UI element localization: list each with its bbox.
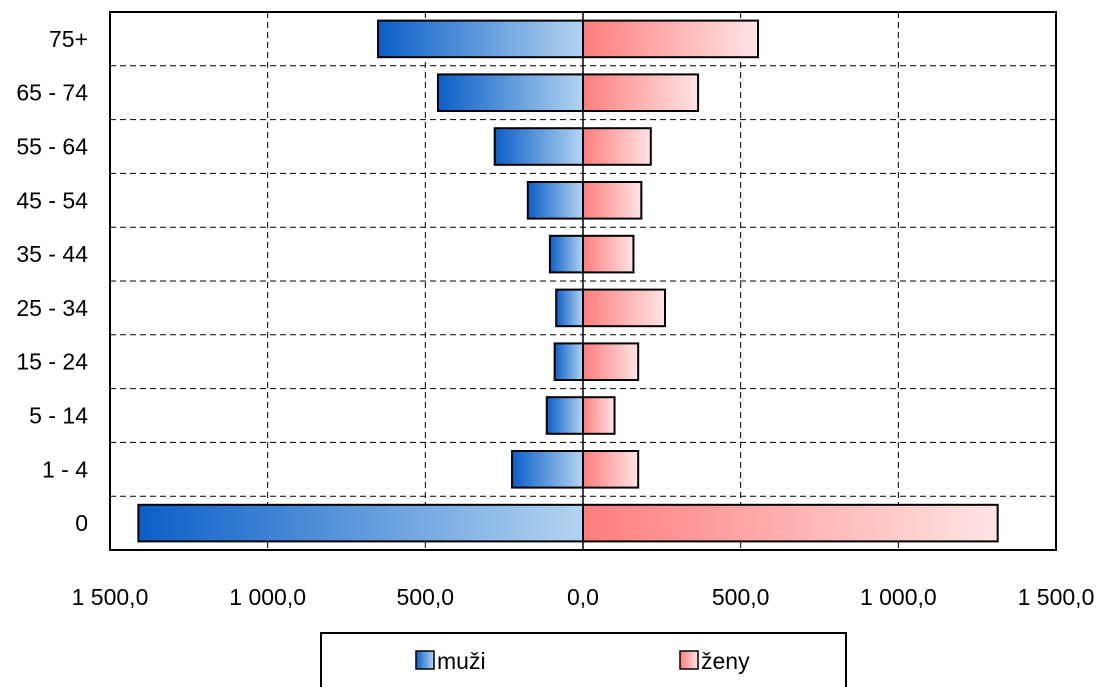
bar-zeny [582, 450, 640, 489]
x-tick-label: 500,0 [397, 584, 455, 610]
bar-muzi [137, 503, 584, 543]
x-tick-label: 1 000,0 [860, 584, 937, 610]
legend: muži ženy [320, 632, 847, 687]
y-tick-label: 1 - 4 [42, 456, 88, 482]
y-tick-label: 0 [75, 510, 88, 536]
y-tick-label: 55 - 64 [16, 134, 88, 160]
bar-zeny [582, 234, 635, 274]
bar-zeny [582, 181, 643, 220]
y-tick-label: 5 - 14 [29, 403, 88, 429]
x-axis-labels: 1 500,0 1 000,0 500,0 0,0 500,0 1 000,0 1 500,… [72, 584, 1095, 610]
bar-muzi [545, 396, 585, 435]
y-tick-label: 45 - 54 [16, 187, 88, 213]
x-tick-label: 1 500,0 [1018, 584, 1095, 610]
bar-muzi [548, 234, 585, 274]
bar-zeny [582, 73, 700, 112]
bar-muzi [555, 288, 584, 328]
bar-zeny [582, 288, 666, 328]
bar-muzi [553, 342, 584, 381]
legend-swatch-muzi [415, 650, 435, 670]
bar-zeny [582, 342, 640, 381]
x-tick-label: 0,0 [567, 584, 599, 610]
bar-zeny [582, 19, 760, 59]
x-tick-label: 500,0 [712, 584, 770, 610]
y-tick-label: 15 - 24 [16, 349, 88, 375]
bar-muzi [377, 19, 584, 59]
bar-muzi [511, 450, 584, 489]
bar-muzi [493, 127, 584, 166]
y-tick-label: 75+ [49, 26, 88, 52]
bars [137, 12, 999, 550]
y-axis-labels: 75+ 65 - 74 55 - 64 45 - 54 35 - 44 25 - 34 15… [16, 26, 88, 536]
x-tick-label: 1 000,0 [229, 584, 306, 610]
y-tick-label: 35 - 44 [16, 241, 88, 267]
legend-swatch-zeny [679, 650, 699, 670]
legend-label-zeny: ženy [701, 648, 750, 674]
legend-border [320, 632, 847, 687]
bar-zeny [582, 503, 999, 543]
y-tick-label: 65 - 74 [16, 80, 88, 106]
legend-label-muzi: muži [437, 648, 486, 674]
bar-muzi [526, 181, 584, 220]
bar-muzi [436, 73, 584, 112]
x-tick-label: 1 500,0 [72, 584, 149, 610]
bar-zeny [582, 396, 616, 435]
bar-zeny [582, 127, 652, 166]
y-tick-label: 25 - 34 [16, 295, 88, 321]
plot-area-border [109, 11, 1057, 551]
